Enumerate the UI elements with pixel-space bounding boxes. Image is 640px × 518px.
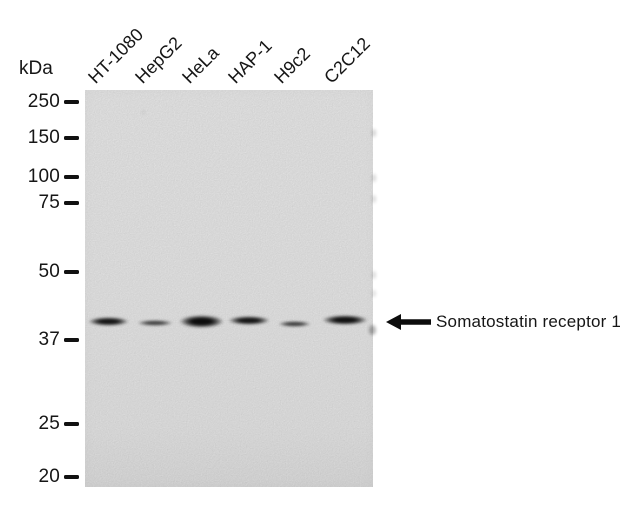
membrane-artifact — [372, 195, 376, 203]
band-hepg2 — [137, 320, 173, 326]
marker-tick-100 — [64, 175, 79, 179]
membrane-artifact — [372, 129, 376, 137]
membrane-artifact — [372, 271, 376, 279]
membrane-grain-texture — [85, 90, 373, 487]
band-h9c2 — [278, 321, 311, 327]
left-arrow-icon — [386, 314, 431, 330]
marker-tick-250 — [64, 100, 79, 104]
marker-tick-25 — [64, 422, 79, 426]
protein-annotation-label: Somatostatin receptor 1 — [436, 312, 622, 331]
kda-unit-label: kDa — [19, 58, 53, 79]
marker-label-100: 100 — [27, 166, 60, 187]
lane-label-hap-1: HAP-1 — [224, 35, 276, 88]
marker-label-25: 25 — [38, 413, 60, 434]
marker-label-37: 37 — [38, 329, 60, 350]
marker-tick-20 — [64, 475, 79, 479]
marker-label-50: 50 — [38, 261, 60, 282]
blot-membrane — [85, 90, 373, 487]
marker-label-250: 250 — [27, 91, 60, 112]
marker-label-20: 20 — [38, 466, 60, 487]
band-c2c12 — [322, 315, 368, 325]
membrane-artifact — [369, 325, 376, 335]
marker-tick-75 — [64, 201, 79, 205]
lane-label-c2c12: C2C12 — [320, 33, 374, 88]
marker-label-150: 150 — [27, 127, 60, 148]
marker-tick-150 — [64, 136, 79, 140]
band-hela — [179, 314, 224, 328]
band-hap-1 — [228, 315, 270, 325]
marker-tick-37 — [64, 338, 79, 342]
marker-label-75: 75 — [38, 192, 60, 213]
membrane-artifact — [372, 174, 376, 182]
membrane-artifact — [372, 289, 376, 297]
marker-tick-50 — [64, 270, 79, 274]
membrane-artifact — [142, 110, 145, 114]
band-ht-1080 — [88, 316, 129, 326]
